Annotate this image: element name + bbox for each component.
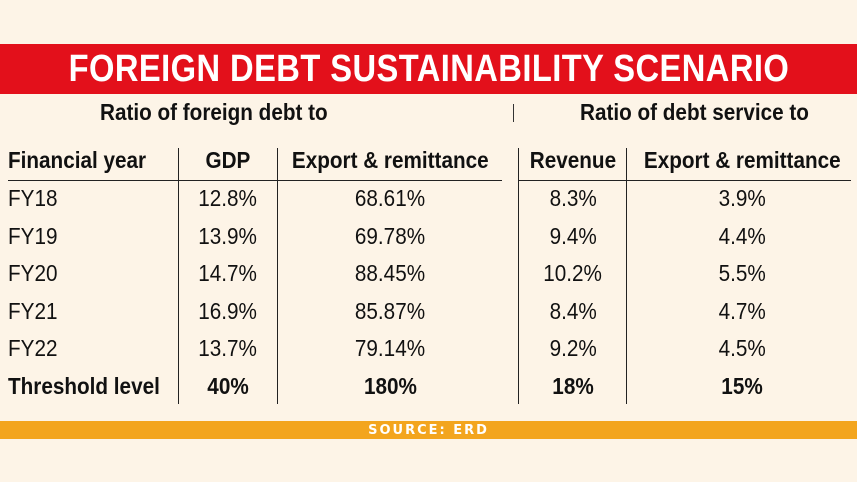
table-cell: FY19 — [8, 222, 58, 249]
table-cell: 8.3% — [549, 185, 597, 212]
title-banner: FOREIGN DEBT SUSTAINABILITY SCENARIO — [0, 44, 857, 94]
table-cell: FY22 — [8, 335, 58, 362]
table-row: FY20 14.7% 88.45% 10.2% 5.5% — [0, 255, 857, 293]
table-cell: 8.4% — [549, 297, 597, 324]
table-row: FY22 13.7% 79.14% 9.2% 4.5% — [0, 330, 857, 368]
header-underline — [518, 180, 851, 181]
table-cell: 16.9% — [198, 297, 258, 324]
group-heading-debt-service: Ratio of debt service to — [580, 99, 809, 125]
table-cell: 4.4% — [718, 222, 767, 249]
group-divider — [513, 104, 514, 122]
table-cell: 10.2% — [543, 260, 603, 287]
threshold-cell: 40% — [207, 372, 249, 399]
source-banner: SOURCE: ERD — [0, 421, 857, 439]
column-divider — [626, 148, 627, 404]
table-cell: 3.9% — [718, 185, 767, 212]
threshold-label: Threshold level — [8, 372, 160, 399]
column-divider — [277, 148, 278, 404]
table-cell: 9.4% — [549, 222, 597, 249]
debt-table: Financial year GDP Export & remittance R… — [0, 140, 857, 405]
header-underline — [8, 180, 502, 181]
header-cell: Export & remittance — [291, 146, 489, 173]
table-cell: 9.2% — [549, 335, 597, 362]
table-cell: 12.8% — [198, 185, 258, 212]
column-divider — [518, 148, 519, 404]
threshold-row: Threshold level 40% 180% 18% 15% — [0, 368, 857, 406]
column-divider — [178, 148, 179, 404]
table-cell: 68.61% — [354, 185, 426, 212]
header-cell: Export & remittance — [644, 146, 841, 173]
table-cell: 5.5% — [718, 260, 767, 287]
table-row: FY21 16.9% 85.87% 8.4% 4.7% — [0, 293, 857, 331]
threshold-cell: 180% — [363, 372, 417, 399]
header-cell: GDP — [205, 146, 251, 173]
header-cell: Revenue — [529, 146, 617, 173]
source-label: SOURCE: ERD — [368, 422, 489, 438]
table-row: FY18 12.8% 68.61% 8.3% 3.9% — [0, 180, 857, 218]
table-cell: FY21 — [8, 297, 58, 324]
table-cell: 4.7% — [718, 297, 767, 324]
threshold-cell: 18% — [552, 372, 594, 399]
table-row: FY19 13.9% 69.78% 9.4% 4.4% — [0, 218, 857, 256]
table-cell: FY20 — [8, 260, 58, 287]
table-cell: 4.5% — [718, 335, 767, 362]
table-cell: 13.9% — [198, 222, 258, 249]
table-cell: 14.7% — [198, 260, 258, 287]
table-header-row: Financial year GDP Export & remittance R… — [0, 140, 857, 180]
threshold-cell: 15% — [721, 372, 764, 399]
table-cell: FY18 — [8, 185, 58, 212]
table-cell: 88.45% — [354, 260, 426, 287]
group-heading-debt: Ratio of foreign debt to — [100, 99, 328, 125]
table-cell: 13.7% — [198, 335, 258, 362]
table-cell: 69.78% — [354, 222, 426, 249]
header-cell: Financial year — [8, 146, 147, 173]
table-cell: 85.87% — [354, 297, 426, 324]
page-title: FOREIGN DEBT SUSTAINABILITY SCENARIO — [68, 47, 789, 90]
table-cell: 79.14% — [354, 335, 426, 362]
